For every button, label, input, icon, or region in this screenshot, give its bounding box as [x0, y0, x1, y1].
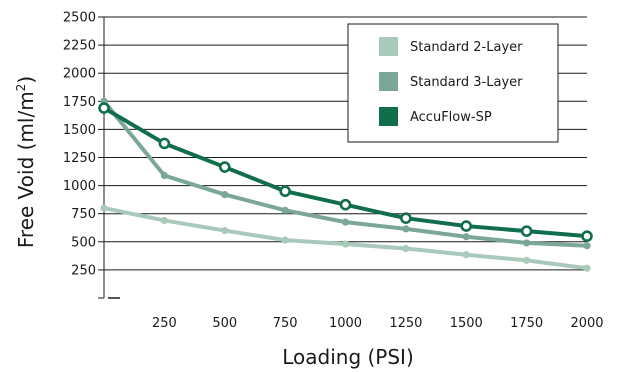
legend-swatch-3 [379, 107, 398, 126]
y-tick-label-2250: 2250 [63, 39, 96, 54]
series-2-point-6 [462, 233, 470, 241]
y-tick-label-1000: 1000 [63, 179, 96, 194]
y-axis: 250 500 750 1000 1250 1500 1750 2000 2250 2500 [63, 11, 105, 299]
series-1-point-8 [583, 264, 591, 272]
x-axis: 250 500 750 1000 1250 1500 1750 2000 [108, 297, 604, 331]
legend-label-2: Standard 3-Layer [410, 75, 523, 90]
y-axis-title-close: ) [14, 76, 38, 84]
series-2-point-2 [221, 190, 229, 199]
series-3 [98, 102, 593, 242]
x-axis-title: Loading (PSI) [282, 345, 414, 369]
y-axis-title: Free Void (ml/m2) [14, 76, 38, 248]
series-line-1 [102, 206, 589, 271]
series-2-point-4 [341, 218, 350, 226]
y-tick-label-500: 500 [71, 235, 96, 250]
x-tick-label-1750: 1750 [510, 316, 543, 331]
y-axis-title-sup: 2 [14, 84, 28, 92]
series-2-point-1 [160, 171, 168, 180]
series-2-point-8 [583, 242, 591, 250]
series-1-point-0 [100, 204, 108, 212]
series-1-point-3 [281, 236, 289, 244]
x-tick-label-1250: 1250 [389, 316, 422, 331]
y-tick-label-250: 250 [71, 263, 96, 278]
series-1-point-1 [160, 216, 168, 225]
series-3-point-0 [98, 102, 110, 114]
series-3-point-8 [581, 230, 593, 242]
legend-swatch-1 [379, 37, 398, 56]
series-1-point-7 [523, 256, 531, 264]
x-tick-label-1500: 1500 [450, 316, 483, 331]
x-tick-label-750: 750 [273, 316, 298, 331]
x-tick-label-2000: 2000 [570, 316, 603, 331]
y-tick-label-1500: 1500 [63, 123, 96, 138]
legend-swatch-2 [379, 72, 398, 91]
series-2-point-5 [402, 225, 410, 233]
grid-lines [104, 16, 587, 271]
series-3-point-6 [460, 220, 473, 232]
y-axis-title-text: Free Void (ml/m [14, 91, 38, 248]
series-3-point-5 [400, 212, 412, 224]
series-3-point-4 [339, 198, 352, 211]
series-2-point-7 [523, 239, 531, 247]
series-3-point-2 [218, 161, 231, 173]
series-3-point-3 [279, 185, 291, 198]
x-tick-label-250: 250 [152, 316, 177, 331]
legend-label-3: AccuFlow-SP [410, 110, 492, 125]
series-1-point-4 [341, 240, 350, 248]
series-1 [100, 204, 591, 272]
series-layer [98, 97, 593, 272]
y-tick-label-2000: 2000 [63, 67, 96, 82]
y-tick-label-1250: 1250 [63, 151, 96, 166]
series-3-point-7 [520, 225, 533, 237]
y-tick-label-2500: 2500 [63, 11, 96, 26]
x-tick-label-500: 500 [212, 316, 237, 331]
series-3-point-1 [158, 137, 171, 150]
series-1-point-6 [462, 251, 470, 259]
y-tick-label-750: 750 [71, 207, 96, 222]
series-1-point-2 [221, 226, 229, 235]
x-tick-label-1000: 1000 [329, 316, 362, 331]
series-2-point-3 [281, 206, 289, 214]
series-1-point-5 [402, 244, 410, 253]
legend: Standard 2-Layer Standard 3-Layer AccuFlow… [347, 23, 559, 143]
legend-label-1: Standard 2-Layer [410, 40, 523, 55]
y-tick-label-1750: 1750 [63, 95, 96, 110]
